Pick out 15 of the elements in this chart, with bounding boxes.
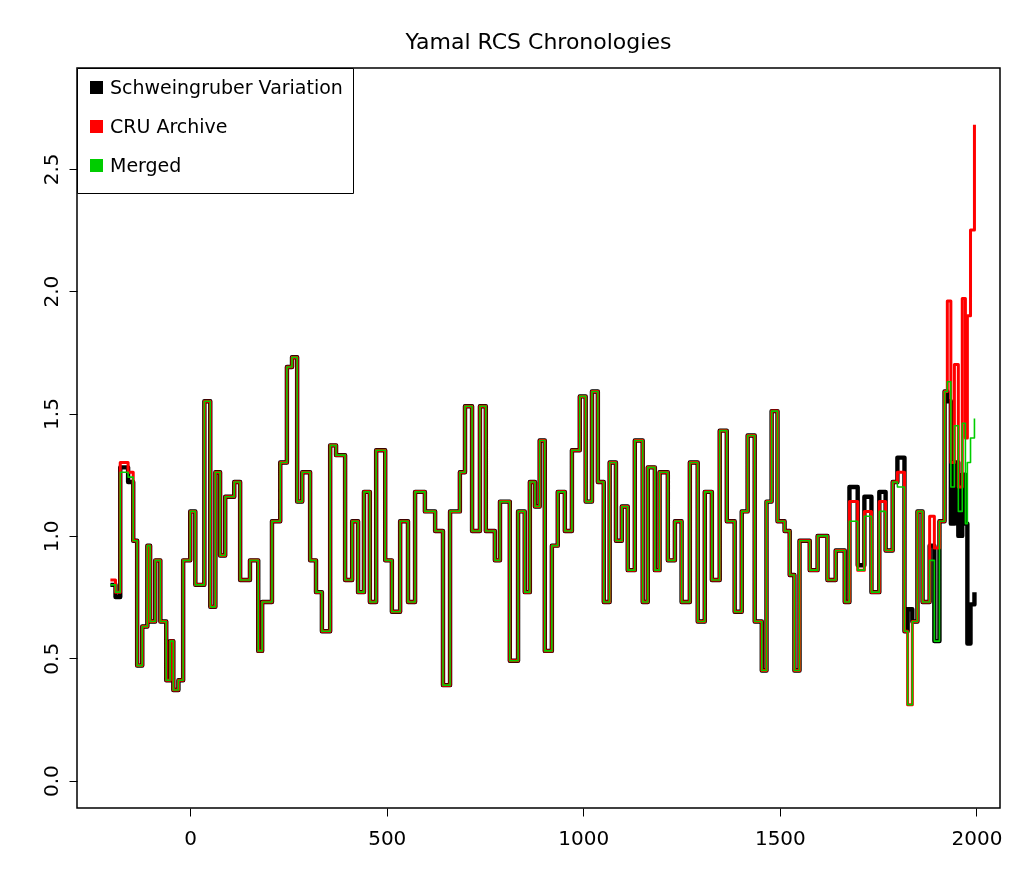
y-tick-label: 0.5 xyxy=(38,642,63,675)
legend-label: Schweingruber Variation xyxy=(110,75,343,98)
y-tick-label: 2.0 xyxy=(38,275,63,308)
legend-label: CRU Archive xyxy=(110,114,228,137)
x-tick-label: 1000 xyxy=(558,825,610,850)
y-tick-label: 1.5 xyxy=(38,398,63,430)
chart-title: Yamal RCS Chronologies xyxy=(404,28,672,54)
x-tick-label: 500 xyxy=(368,825,407,850)
y-tick-label: 1.0 xyxy=(38,520,63,553)
x-tick-label: 2000 xyxy=(951,825,1003,850)
x-tick-label: 0 xyxy=(184,825,198,850)
y-tick-label: 2.5 xyxy=(38,153,63,186)
y-tick-label: 0.0 xyxy=(38,765,63,797)
legend-label: Merged xyxy=(110,153,182,176)
x-tick-label: 1500 xyxy=(754,825,806,850)
